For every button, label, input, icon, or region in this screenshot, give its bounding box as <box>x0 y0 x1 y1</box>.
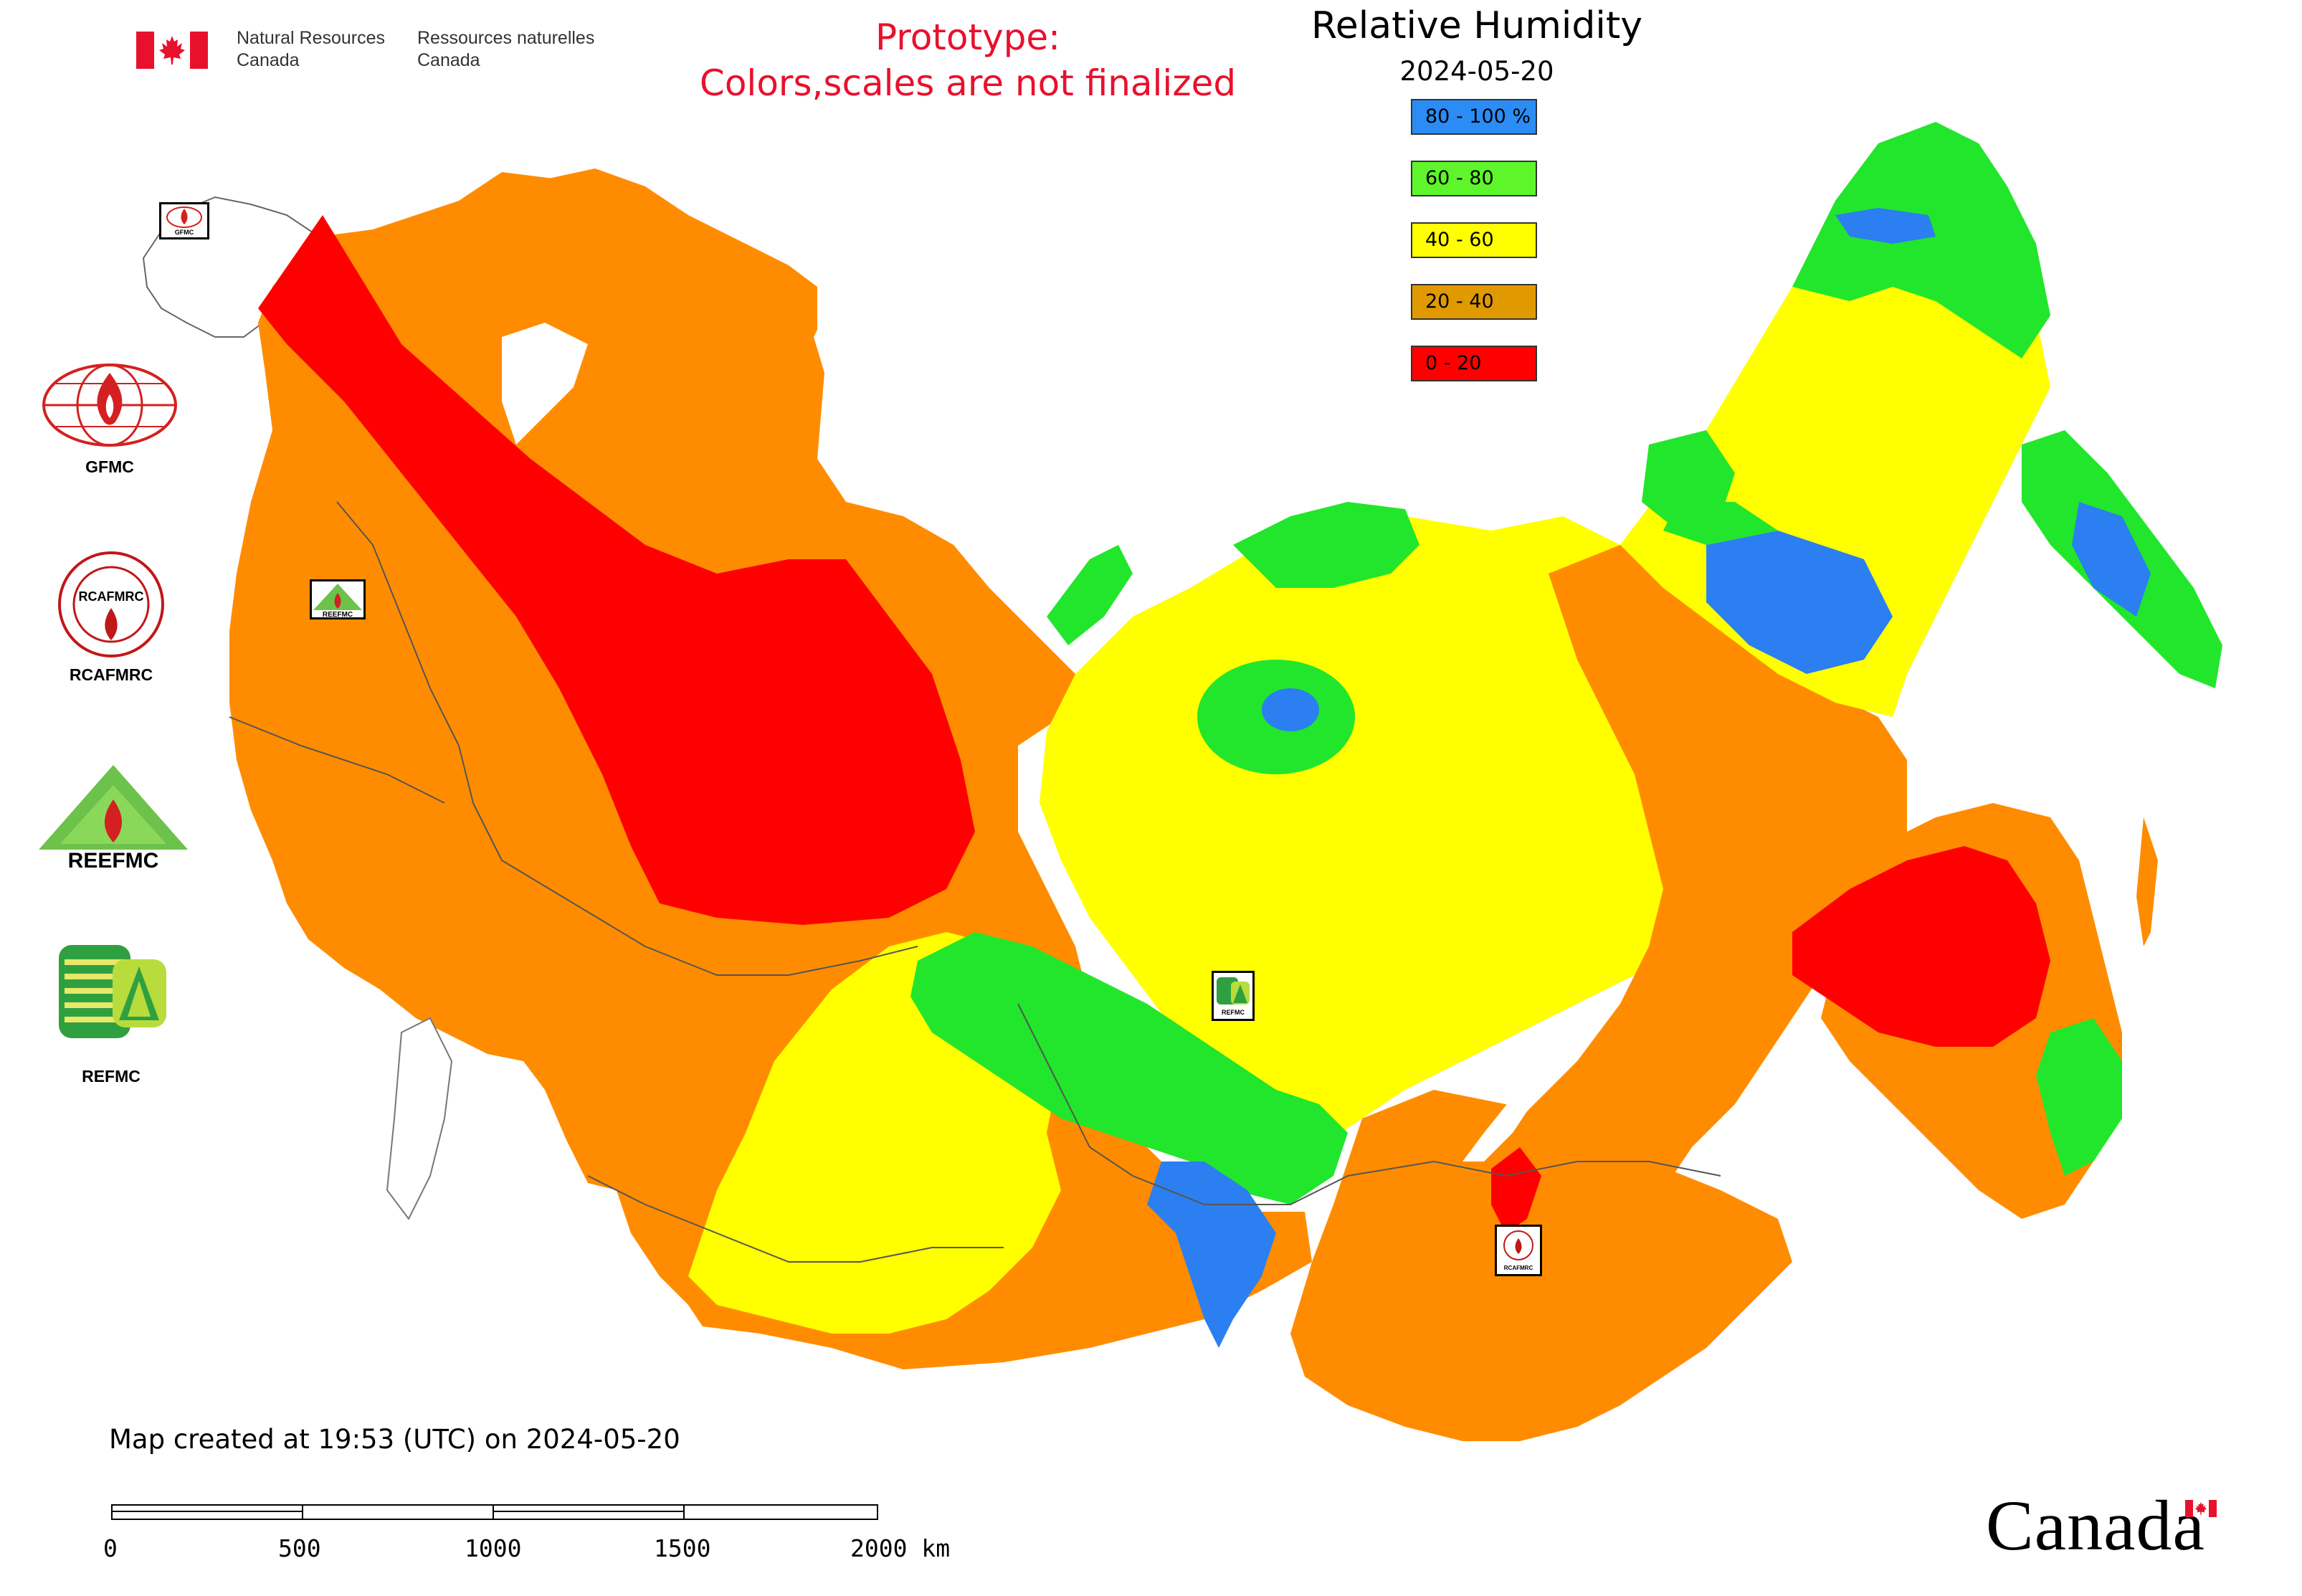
svg-text:REEFMC: REEFMC <box>323 611 353 617</box>
region-yakutia-blue <box>1706 531 1893 674</box>
caspian-sea <box>386 1017 453 1220</box>
legend-date: 2024-05-20 <box>1399 56 1554 87</box>
legend-item-60-80: 60 - 80 <box>1411 161 1537 196</box>
rcafmrc-logo: RCAFMRC <box>58 551 164 657</box>
region-ne-blue <box>1835 208 1936 244</box>
legend-item-20-40: 20 - 40 <box>1411 284 1537 320</box>
reefmc-logo: REEFMC <box>39 765 188 871</box>
region-sakhalin <box>2136 817 2158 946</box>
rcafmrc-label: RCAFMRC <box>69 665 153 684</box>
marker-refmc[interactable]: REFMC <box>1212 971 1255 1021</box>
prototype-notice: Prototype: Colors,scales are not finaliz… <box>699 16 1237 104</box>
scale-label-0: 0 <box>103 1534 118 1562</box>
svg-text:GFMC: GFMC <box>175 229 194 236</box>
gfmc-label: GFMC <box>85 457 134 476</box>
scale-label-1000: 1000 <box>465 1534 522 1562</box>
svg-text:RCAFMRC: RCAFMRC <box>79 589 144 604</box>
white-sea <box>502 323 588 445</box>
scale-label-1500: 1500 <box>654 1534 711 1562</box>
region-siberia-yellow <box>1040 516 1706 1147</box>
region-kola <box>459 172 817 402</box>
svg-text:REEFMC: REEFMC <box>68 849 159 871</box>
marker-reefmc[interactable]: REEFMC <box>310 579 366 619</box>
department-name-fr: Ressources naturelles Canada <box>417 28 595 70</box>
legend-item-80-100: 80 - 100 % <box>1411 99 1537 135</box>
region-baikal-red <box>1491 1147 1541 1233</box>
region-ne-green <box>1792 122 2050 358</box>
region-central-green <box>910 932 1348 1205</box>
scale-bar <box>111 1504 878 1520</box>
region-yakutia-green2 <box>1663 502 1778 545</box>
region-red-west <box>258 215 975 925</box>
refmc-logo <box>59 945 170 1038</box>
region-primorye-green <box>2036 1018 2122 1176</box>
svg-text:REFMC: REFMC <box>1222 1009 1245 1016</box>
gfmc-logo <box>42 364 177 447</box>
region-novaya-green <box>1047 545 1133 645</box>
legend-item-40-60: 40 - 60 <box>1411 222 1537 258</box>
map-caption: Map created at 19:53 (UTC) on 2024-05-20 <box>109 1424 680 1455</box>
region-fareast-red <box>1792 846 2050 1047</box>
country-borders <box>229 501 1721 1263</box>
scale-label-500: 500 <box>278 1534 321 1562</box>
wordmark-flag-icon <box>2185 1500 2217 1517</box>
region-taymyr-green <box>1233 502 1419 588</box>
marker-gfmc[interactable]: GFMC <box>159 202 209 239</box>
scale-label-2000: 2000 km <box>850 1534 951 1562</box>
legend-title: Relative Humidity <box>1311 4 1642 47</box>
svg-text:RCAFMRC: RCAFMRC <box>1504 1265 1533 1271</box>
region-kamchatka-blue <box>2072 502 2151 617</box>
department-name-en: Natural Resources Canada <box>237 28 386 70</box>
marker-rcafmrc[interactable]: RCAFMRC <box>1495 1225 1542 1276</box>
region-east-orange <box>1362 545 1907 1291</box>
region-altai-blue <box>1147 1162 1276 1348</box>
canada-flag-icon <box>136 32 208 69</box>
region-putorana-blue <box>1262 688 1319 731</box>
legend-item-0-20: 0 - 20 <box>1411 346 1537 381</box>
lake-baikal <box>1462 1047 1549 1162</box>
refmc-label: REFMC <box>82 1067 141 1086</box>
canada-wordmark: Canada <box>1986 1486 2205 1565</box>
